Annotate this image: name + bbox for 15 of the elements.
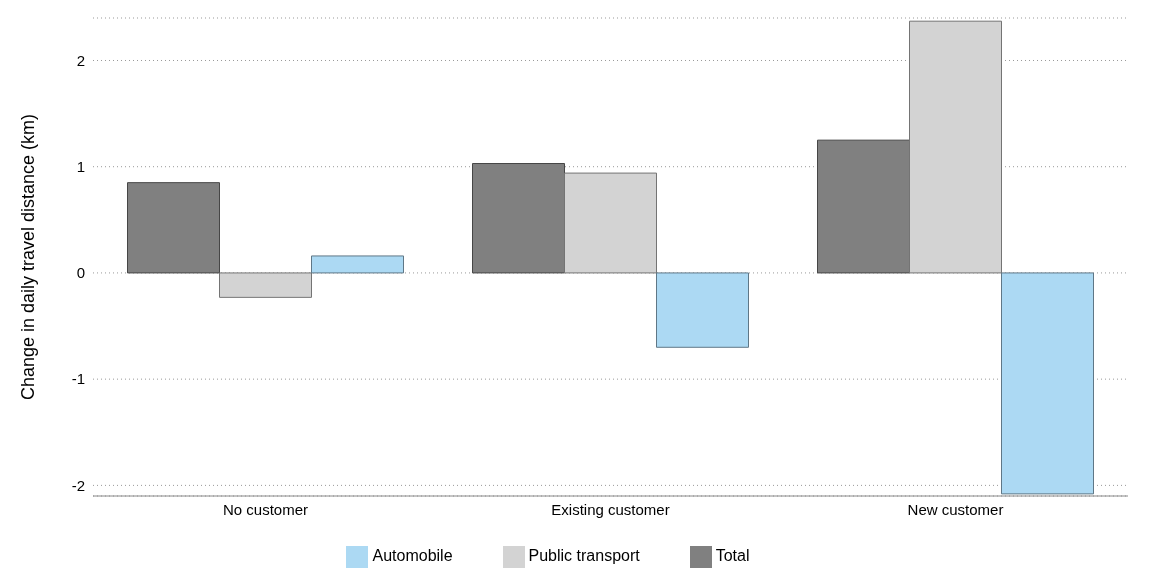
y-tick-label: -2 xyxy=(71,476,85,494)
y-axis-title: Change in daily travel distance (km) xyxy=(18,113,39,401)
bar xyxy=(656,272,749,348)
y-tick-label: 2 xyxy=(76,51,85,69)
bar xyxy=(1001,272,1094,495)
y-tick-label: 0 xyxy=(76,264,85,282)
legend-label: Total xyxy=(715,547,750,565)
bar xyxy=(311,255,404,274)
legend-label: Automobile xyxy=(372,547,453,565)
x-tick-label: New customer xyxy=(907,500,1004,518)
y-tick-label: -1 xyxy=(71,370,85,388)
legend-label: Public transport xyxy=(528,547,640,565)
x-tick-label: Existing customer xyxy=(551,500,670,518)
x-tick-label: No customer xyxy=(222,500,309,518)
y-tick-label: 1 xyxy=(76,158,85,176)
